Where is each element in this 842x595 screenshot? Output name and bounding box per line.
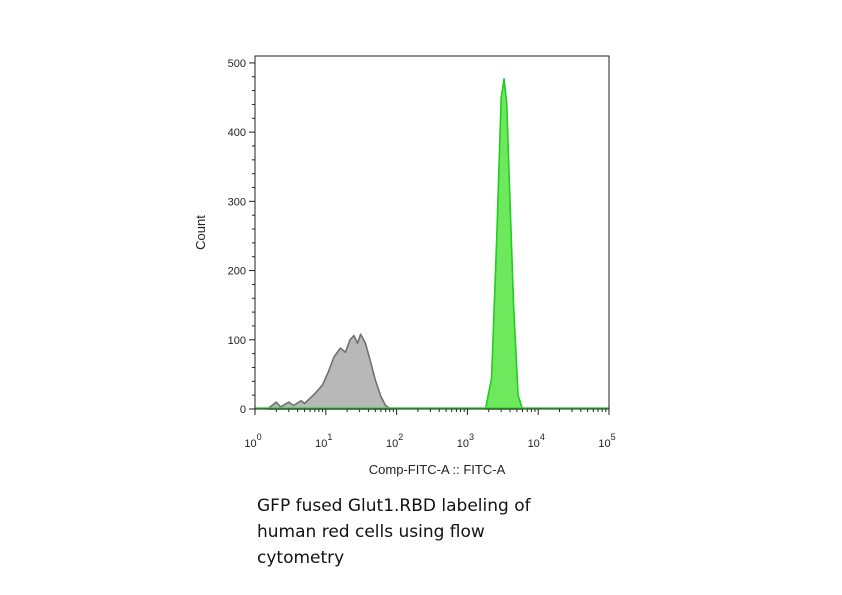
x-axis-ticks: 100 101 102 103 104 105: [244, 409, 616, 450]
y-tick-label: 100: [228, 335, 246, 347]
y-tick-label: 0: [240, 404, 246, 416]
y-axis-label: Count: [193, 215, 208, 250]
x-tick-label: 100: [244, 432, 261, 450]
histogram-area-2: [484, 78, 524, 410]
y-axis-ticks: 0 100 200 300 400 500: [228, 58, 255, 416]
histogram-area-1: [266, 333, 395, 410]
plot-frame: [254, 55, 610, 410]
x-tick-label: 103: [457, 432, 474, 450]
caption-line: GFP fused Glut1.RBD labeling of: [257, 496, 531, 516]
x-axis-label: Comp-FITC-A :: FITC-A: [369, 462, 506, 477]
x-tick-label: 104: [528, 432, 545, 450]
y-tick-label: 300: [228, 196, 246, 208]
y-tick-label: 400: [228, 127, 246, 139]
caption-line: cytometry: [257, 548, 345, 568]
caption-line: human red cells using flow: [257, 522, 485, 542]
y-tick-label: 200: [228, 266, 246, 278]
histogram-series: [255, 78, 609, 410]
y-tick-label: 500: [228, 58, 246, 70]
figure-caption: GFP fused Glut1.RBD labeling of human re…: [257, 493, 587, 571]
x-tick-label: 102: [386, 432, 403, 450]
x-tick-label: 105: [598, 432, 615, 450]
x-tick-label: 101: [315, 432, 332, 450]
